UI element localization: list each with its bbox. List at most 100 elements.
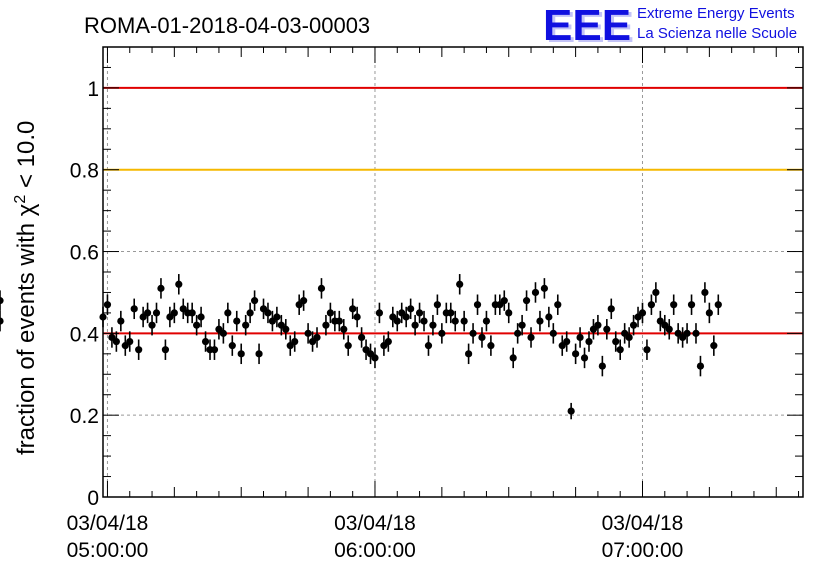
y-axis-label-symbol: χ <box>13 203 40 216</box>
logo-line-2: La Scienza nelle Scuole <box>637 25 797 42</box>
data-point <box>478 333 486 342</box>
plot-frame <box>102 46 804 498</box>
data-point <box>643 346 651 354</box>
data-point <box>469 329 477 337</box>
data-point <box>353 313 361 321</box>
data-point <box>237 350 245 358</box>
data-point <box>224 309 232 317</box>
data-point <box>567 407 575 415</box>
data-point <box>603 325 611 333</box>
data-point <box>135 346 143 354</box>
data-point <box>473 301 482 309</box>
data-point <box>152 309 161 317</box>
data-point <box>683 329 691 337</box>
y-tick-label: 0.2 <box>70 405 99 428</box>
data-point <box>175 280 183 288</box>
data-point <box>407 305 415 313</box>
data-point <box>549 329 557 337</box>
data-point <box>371 354 379 362</box>
data-point <box>692 329 700 337</box>
data-point <box>465 350 473 358</box>
data-point <box>210 346 219 354</box>
data-point <box>580 354 589 362</box>
x-tick-label-date: 03/04/18 <box>334 512 416 535</box>
data-point <box>250 297 259 305</box>
data-point <box>157 284 165 292</box>
x-tick-label-date: 03/04/18 <box>602 512 684 535</box>
data-point <box>130 305 138 313</box>
data-point <box>505 309 513 317</box>
data-point <box>126 337 134 346</box>
y-tick-label: 0.6 <box>70 242 99 265</box>
logo-line-1: Extreme Energy Events <box>637 5 795 22</box>
chart-title: ROMA-01-2018-04-03-00003 <box>84 13 370 38</box>
data-point <box>629 321 638 329</box>
data-point <box>531 288 540 297</box>
data-point <box>273 313 281 321</box>
grid <box>103 47 803 497</box>
data-point <box>411 321 419 329</box>
data-point <box>357 333 366 342</box>
data-point <box>0 317 4 325</box>
y-tick-label: 0.8 <box>70 160 99 183</box>
data-point <box>282 325 290 333</box>
data-point <box>536 317 544 325</box>
y-axis-label-superscript: 2 <box>12 195 29 204</box>
data-point <box>670 301 678 309</box>
data-point <box>344 342 352 350</box>
data-point <box>335 317 343 325</box>
data-point <box>612 337 620 346</box>
data-point <box>522 297 531 305</box>
data-point <box>665 325 673 333</box>
data-point <box>300 297 308 305</box>
data-point <box>0 297 4 305</box>
data-point <box>638 309 647 317</box>
data-point <box>201 337 210 346</box>
x-tick-label-time: 05:00:00 <box>67 539 149 562</box>
data-point <box>291 337 299 346</box>
data-point <box>112 337 120 346</box>
data-point <box>317 284 326 292</box>
data-point <box>710 342 718 350</box>
data-point <box>563 337 571 346</box>
data-point <box>393 317 401 325</box>
data-point <box>509 354 517 362</box>
data-point <box>647 301 656 309</box>
y-tick-label: 1 <box>87 78 99 101</box>
data-point <box>572 350 580 358</box>
data-point <box>424 342 433 350</box>
data-point <box>482 317 491 325</box>
data-point <box>714 301 722 309</box>
data-point <box>255 350 263 358</box>
data-point <box>228 342 236 350</box>
y-axis-label: fraction of events with χ2 < 10.0 <box>12 121 40 455</box>
plot-border <box>102 46 804 498</box>
data-point <box>540 284 549 292</box>
data-point <box>607 305 615 313</box>
data-point <box>384 337 392 346</box>
data-point <box>687 301 696 309</box>
logo-mark: EEE <box>543 1 631 50</box>
y-axis-label-suffix: < 10.0 <box>13 121 40 195</box>
data-point <box>433 301 441 309</box>
axis-ticks <box>103 46 803 498</box>
data-point <box>188 309 196 317</box>
data-point <box>438 329 446 337</box>
data-point <box>340 325 348 333</box>
data-points <box>0 274 722 420</box>
data-point <box>375 309 384 317</box>
data-point <box>264 309 272 317</box>
data-point <box>598 362 606 370</box>
data-point <box>246 309 254 317</box>
data-point <box>616 346 624 354</box>
data-point <box>527 333 535 342</box>
data-point <box>652 288 660 297</box>
data-point <box>304 329 312 337</box>
data-point <box>576 333 584 342</box>
data-point <box>143 309 152 317</box>
data-point <box>518 321 526 329</box>
data-point <box>117 317 125 325</box>
data-point <box>242 321 250 329</box>
logo-mark-shadow: EEE <box>546 3 634 52</box>
data-point <box>233 317 241 325</box>
